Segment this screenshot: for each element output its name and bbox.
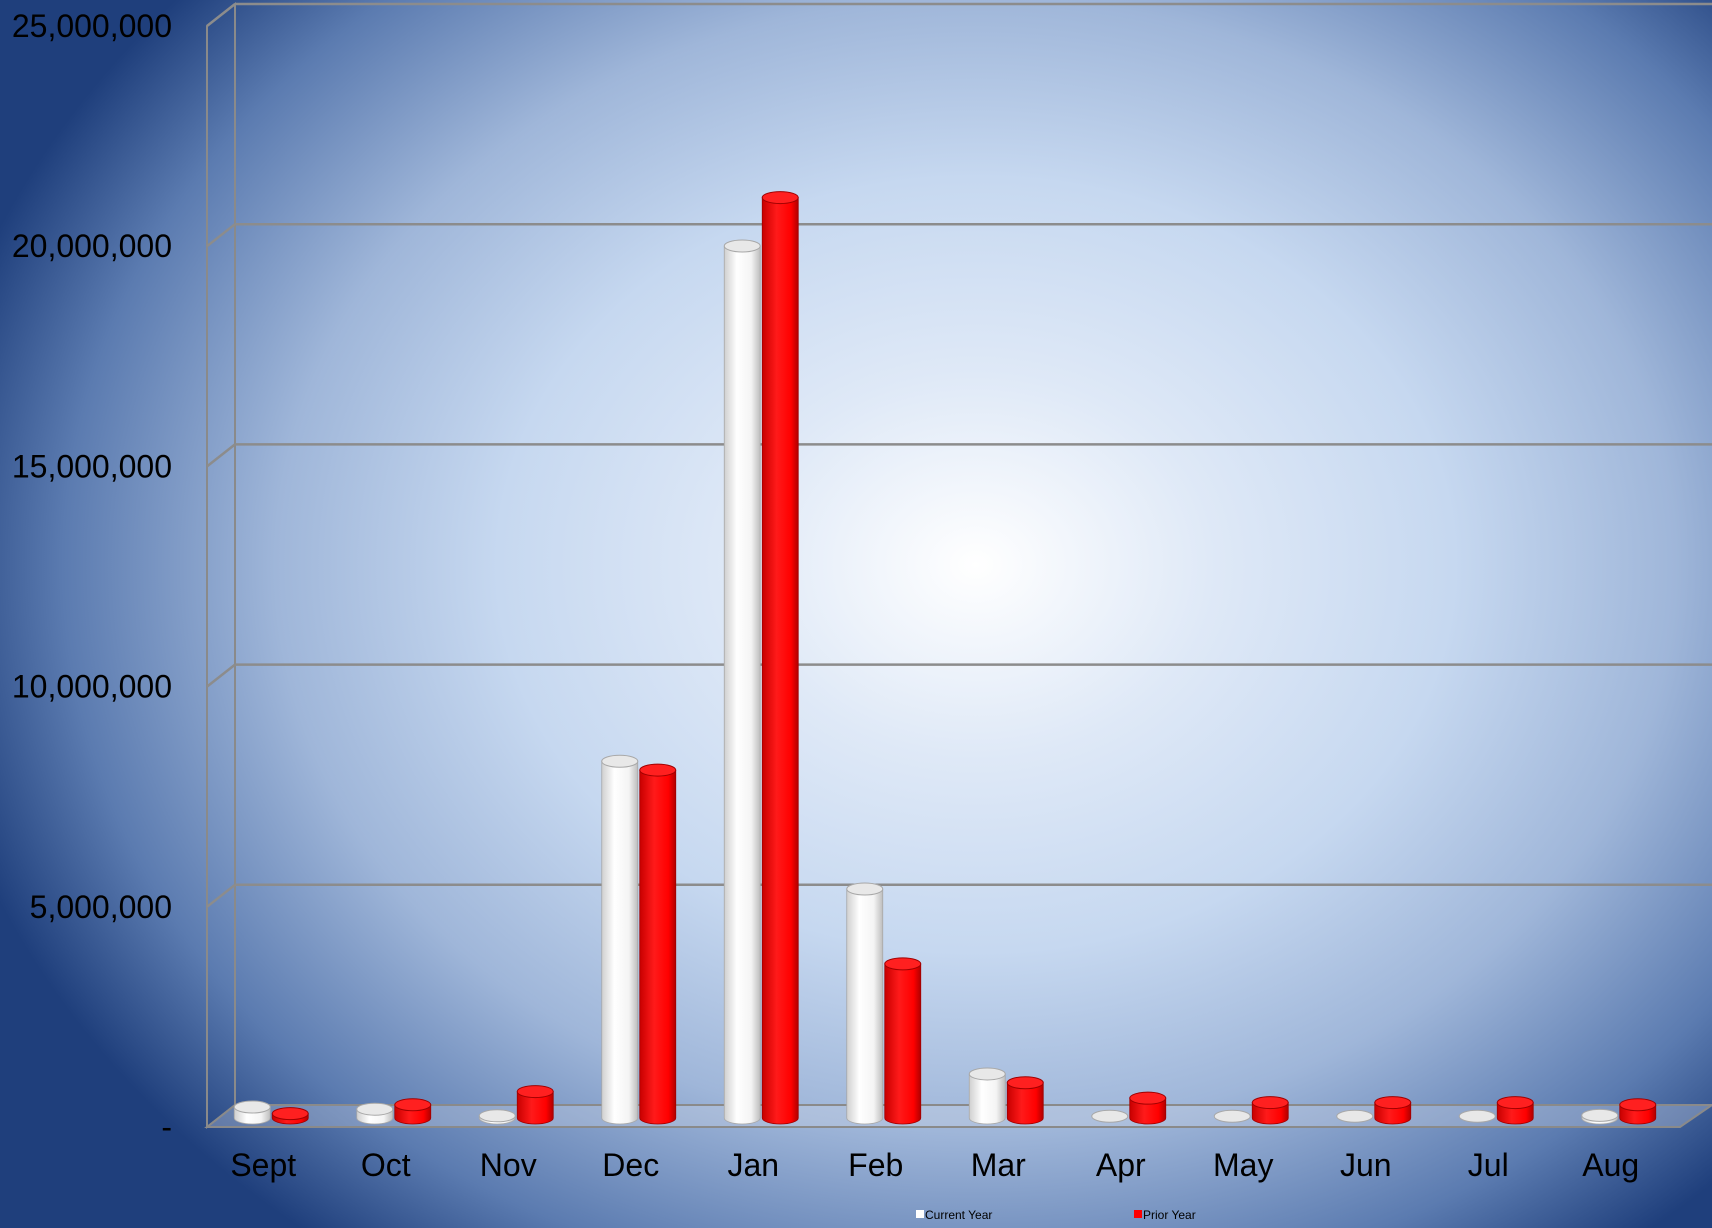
legend-label: Current Year — [925, 1208, 992, 1222]
bar-current-year — [1458, 1109, 1496, 1123]
bar-prior-year — [271, 1107, 309, 1125]
bar-current-year — [723, 239, 761, 1125]
gridline-side — [206, 3, 236, 27]
bar-current-year — [356, 1102, 394, 1125]
y-tick-label: 5,000,000 — [30, 889, 172, 925]
bar-prior-year — [1006, 1076, 1044, 1125]
gridline-side — [206, 883, 236, 908]
bar-prior-year — [884, 957, 922, 1125]
legend-swatch — [1134, 1210, 1142, 1218]
bar-prior-year — [1251, 1096, 1289, 1125]
x-tick-label: Sept — [230, 1147, 296, 1183]
x-tick-label: Jul — [1468, 1147, 1509, 1183]
gridline-side — [206, 663, 236, 688]
x-tick-label: Apr — [1096, 1147, 1146, 1183]
bar-current-year — [1336, 1109, 1374, 1123]
bar-prior-year — [394, 1098, 432, 1125]
x-tick-label: Jun — [1340, 1147, 1392, 1183]
x-tick-label: Aug — [1582, 1147, 1639, 1183]
y-tick-label: 10,000,000 — [12, 669, 172, 705]
x-tick-label: Feb — [848, 1147, 903, 1183]
legend-label: Prior Year — [1143, 1208, 1196, 1222]
x-tick-label: May — [1213, 1147, 1273, 1183]
bar-current-year — [1581, 1108, 1619, 1125]
bar-prior-year — [1619, 1098, 1657, 1125]
bar-current-year — [478, 1109, 516, 1125]
x-tick-label: Oct — [361, 1147, 411, 1183]
bar-current-year — [1213, 1109, 1251, 1123]
gridline-side — [206, 223, 236, 248]
y-tick-label: - — [161, 1109, 172, 1145]
y-tick-label: 20,000,000 — [12, 228, 172, 264]
bar-prior-year — [1496, 1096, 1534, 1125]
legend-swatch — [916, 1210, 924, 1218]
bar-prior-year — [1129, 1091, 1167, 1125]
bar-current-year — [601, 754, 639, 1125]
bar-current-year — [846, 882, 884, 1125]
y-tick-label: 15,000,000 — [12, 448, 172, 484]
legend-item: Current Year — [916, 1208, 992, 1222]
gridline-side — [206, 443, 236, 468]
x-tick-label: Jan — [727, 1147, 779, 1183]
legend-item: Prior Year — [1134, 1208, 1196, 1222]
x-tick-label: Nov — [480, 1147, 537, 1183]
y-tick-label: 25,000,000 — [12, 8, 172, 44]
chart-left-wall — [206, 1, 236, 1130]
bar-current-year — [233, 1100, 271, 1125]
bar-prior-year — [761, 191, 799, 1125]
x-tick-label: Mar — [971, 1147, 1026, 1183]
x-tick-label: Dec — [602, 1147, 659, 1183]
bar-current-year — [1091, 1109, 1129, 1123]
bar-prior-year — [1374, 1096, 1412, 1125]
bar-prior-year — [639, 763, 677, 1125]
bar-current-year — [968, 1067, 1006, 1125]
bar-prior-year — [516, 1085, 554, 1125]
